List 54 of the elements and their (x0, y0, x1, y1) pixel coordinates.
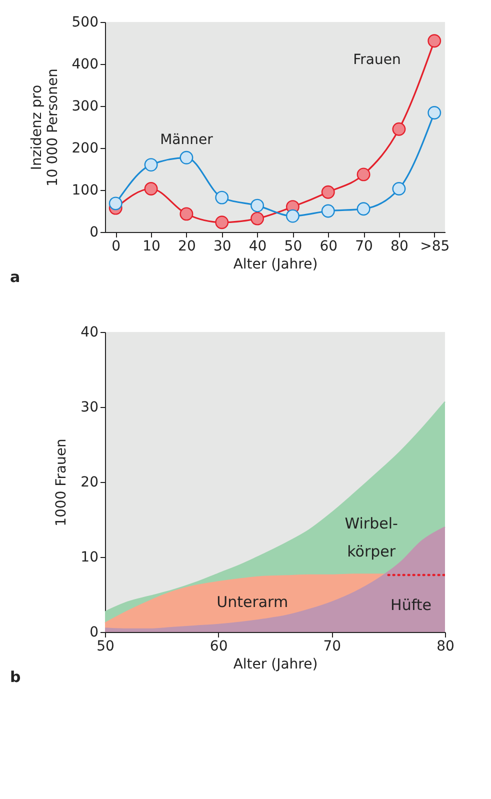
x-tick-label: 80 (390, 238, 408, 254)
point (215, 216, 229, 230)
point (144, 182, 158, 196)
x-tick-label: 70 (323, 638, 342, 654)
x-tick-label: 40 (248, 238, 267, 254)
y-tick-label: 0 (90, 624, 98, 640)
point (180, 150, 194, 164)
y-tick-label: 30 (80, 400, 98, 416)
y-tick-label: 500 (72, 14, 98, 30)
x-tick-label: >85 (420, 238, 450, 254)
y-tick-label: 40 (80, 324, 98, 340)
series-label: Hüfte (390, 596, 432, 614)
point (392, 122, 406, 136)
point (286, 209, 300, 223)
y-tick-label: 10 (80, 550, 98, 566)
y-tick-label: 300 (72, 98, 98, 114)
y-tick-label: 100 (72, 182, 98, 198)
series-label: Frauen (353, 52, 401, 68)
x-tick-label: 60 (320, 238, 338, 254)
y-tick-label: 200 (72, 140, 98, 156)
series-label: Männer (160, 132, 214, 148)
y-axis-title: 1000 Frauen (54, 438, 70, 526)
series-label: Wirbel- körper (344, 514, 398, 560)
text: b (10, 668, 21, 686)
x-tick-label: 0 (112, 238, 121, 254)
point (250, 198, 264, 212)
point (108, 196, 122, 210)
text: a (10, 268, 20, 286)
point (144, 158, 158, 172)
point (356, 168, 370, 182)
x-tick-label: 60 (210, 638, 228, 654)
series-label: Unterarm (216, 593, 288, 611)
point (180, 207, 194, 221)
x-tick-label: 80 (436, 638, 454, 654)
x-axis-title: Alter (Jahre) (233, 656, 318, 672)
point (321, 204, 335, 218)
x-tick-label: 20 (178, 238, 196, 254)
x-tick-label: 50 (284, 238, 302, 254)
y-tick-label: 20 (80, 474, 98, 490)
point (215, 190, 229, 204)
x-tick-label: 70 (355, 238, 373, 254)
point (321, 185, 335, 199)
point (428, 34, 442, 48)
point (428, 106, 442, 120)
x-axis-title: Alter (Jahre) (233, 256, 318, 272)
point (250, 212, 264, 226)
x-tick-label: 50 (96, 638, 114, 654)
x-tick-label: 10 (142, 238, 160, 254)
y-axis-title: Inzidenz pro 10 000 Personen (28, 68, 61, 186)
y-tick-label: 400 (72, 56, 98, 72)
y-tick-label: 0 (90, 224, 98, 240)
x-tick-label: 30 (213, 238, 232, 254)
point (392, 182, 406, 196)
point (356, 202, 370, 216)
